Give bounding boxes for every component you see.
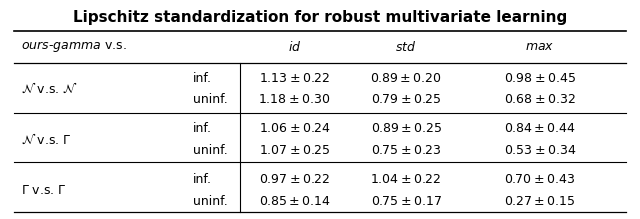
Text: uninf.: uninf.	[193, 93, 227, 106]
Text: $0.85 \pm 0.14$: $0.85 \pm 0.14$	[259, 195, 330, 208]
Text: $0.75 \pm 0.23$: $0.75 \pm 0.23$	[371, 144, 441, 157]
Text: inf.: inf.	[193, 173, 212, 186]
Text: $\mathit{std}$: $\mathit{std}$	[396, 40, 417, 54]
Text: $1.07 \pm 0.25$: $1.07 \pm 0.25$	[259, 144, 330, 157]
Text: $0.84 \pm 0.44$: $0.84 \pm 0.44$	[504, 122, 576, 136]
Text: $\mathit{ours}$-$\mathit{gamma}$ v.s.: $\mathit{ours}$-$\mathit{gamma}$ v.s.	[20, 39, 126, 54]
Text: $\mathcal{N}$ v.s. $\Gamma$: $\mathcal{N}$ v.s. $\Gamma$	[20, 133, 71, 147]
Text: $0.89 \pm 0.20$: $0.89 \pm 0.20$	[371, 72, 442, 85]
Text: $0.89 \pm 0.25$: $0.89 \pm 0.25$	[371, 122, 442, 136]
Text: $\Gamma$ v.s. $\Gamma$: $\Gamma$ v.s. $\Gamma$	[20, 184, 66, 197]
Text: inf.: inf.	[193, 72, 212, 85]
Text: $\mathit{id}$: $\mathit{id}$	[288, 40, 301, 54]
Text: inf.: inf.	[193, 122, 212, 136]
Text: $\mathcal{N}$ v.s. $\mathcal{N}$: $\mathcal{N}$ v.s. $\mathcal{N}$	[20, 82, 77, 96]
Text: $0.53 \pm 0.34$: $0.53 \pm 0.34$	[504, 144, 576, 157]
Text: $\mathit{max}$: $\mathit{max}$	[525, 40, 554, 53]
Text: Lipschitz standardization for robust multivariate learning: Lipschitz standardization for robust mul…	[73, 10, 567, 25]
Text: $0.27 \pm 0.15$: $0.27 \pm 0.15$	[504, 195, 575, 208]
Text: $0.75 \pm 0.17$: $0.75 \pm 0.17$	[371, 195, 442, 208]
Text: $1.18 \pm 0.30$: $1.18 \pm 0.30$	[259, 93, 331, 106]
Text: uninf.: uninf.	[193, 195, 227, 208]
Text: $1.04 \pm 0.22$: $1.04 \pm 0.22$	[371, 173, 442, 186]
Text: $0.97 \pm 0.22$: $0.97 \pm 0.22$	[259, 173, 330, 186]
Text: uninf.: uninf.	[193, 144, 227, 157]
Text: $0.98 \pm 0.45$: $0.98 \pm 0.45$	[504, 72, 576, 85]
Text: $1.06 \pm 0.24$: $1.06 \pm 0.24$	[259, 122, 330, 136]
Text: $1.13 \pm 0.22$: $1.13 \pm 0.22$	[259, 72, 330, 85]
Text: $0.79 \pm 0.25$: $0.79 \pm 0.25$	[371, 93, 441, 106]
Text: $0.70 \pm 0.43$: $0.70 \pm 0.43$	[504, 173, 575, 186]
Text: $0.68 \pm 0.32$: $0.68 \pm 0.32$	[504, 93, 576, 106]
